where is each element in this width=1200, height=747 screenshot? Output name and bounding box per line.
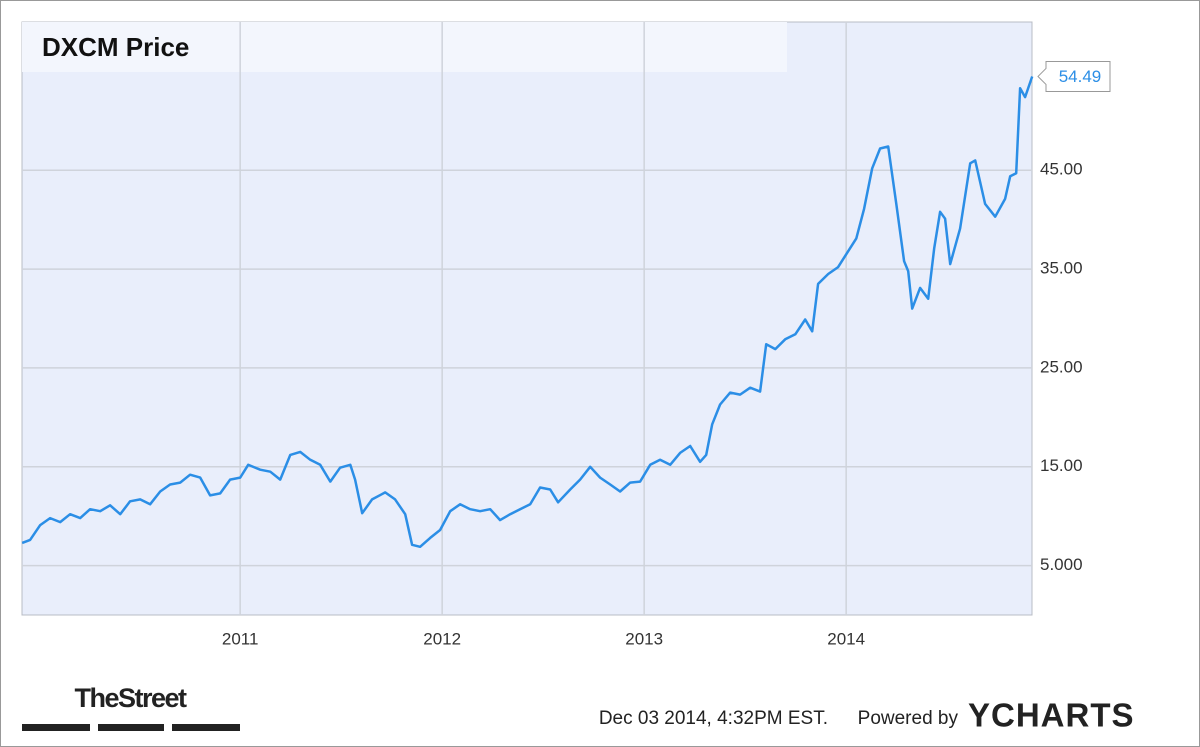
brand-bar — [98, 724, 164, 731]
marks — [21, 76, 1034, 549]
x-tick-label: 2014 — [827, 629, 865, 648]
y-tick-label: 35.00 — [1040, 259, 1083, 278]
powered-by: Powered by — [858, 708, 959, 729]
last-value-label: 54.49 — [1059, 67, 1102, 86]
title-band — [22, 22, 787, 72]
last-value-box — [1037, 60, 1111, 92]
y-tick-label: 25.00 — [1040, 357, 1083, 376]
brand-bar — [22, 724, 90, 731]
plot-area — [21, 21, 1033, 616]
x-tick-label: 2011 — [222, 629, 259, 648]
price-line — [21, 76, 1034, 549]
y-tick-label: 5.000 — [1040, 555, 1083, 574]
provider: YCHARTS — [968, 697, 1135, 734]
grid — [22, 22, 1032, 615]
brand: TheStreet — [74, 683, 187, 713]
y-tick-label: 45.00 — [1040, 160, 1083, 179]
y-tick-label: 15.00 — [1040, 456, 1083, 475]
chart-title: DXCM Price — [42, 32, 189, 62]
x-tick-label: 2013 — [625, 629, 663, 648]
x-tick-label: 2012 — [423, 629, 461, 648]
brand-bar — [172, 724, 240, 731]
timestamp: Dec 03 2014, 4:32PM EST. — [599, 708, 828, 729]
